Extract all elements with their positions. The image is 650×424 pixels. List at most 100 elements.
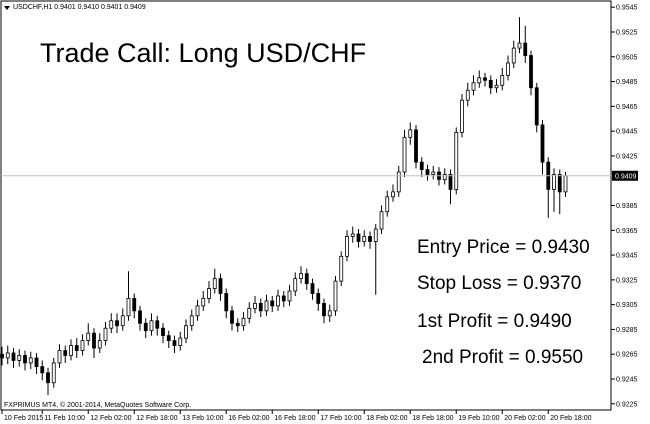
x-tick-label: 16 Feb 02:00 xyxy=(228,415,269,422)
candle-body xyxy=(46,372,50,384)
candle-body xyxy=(448,174,453,190)
x-tick-label: 18 Feb 02:00 xyxy=(366,415,407,422)
candle-body xyxy=(270,300,275,307)
annotation: Entry Price = 0.9430 xyxy=(417,237,590,258)
candle-body xyxy=(362,236,367,242)
candle-body xyxy=(517,42,522,49)
annotation: Stop Loss = 0.9370 xyxy=(417,273,581,294)
candle-body xyxy=(80,340,85,351)
candle-body xyxy=(109,320,114,329)
candle-body xyxy=(63,350,68,356)
candle-body xyxy=(172,340,177,346)
candle-body xyxy=(310,283,315,294)
candle-body xyxy=(327,310,332,317)
candle-body xyxy=(396,171,401,193)
candle-body xyxy=(264,300,269,312)
annotation: 2nd Profit = 0.9550 xyxy=(422,347,583,368)
candle-body xyxy=(465,89,470,101)
candle-body xyxy=(97,340,102,349)
candle-body xyxy=(201,298,206,307)
candle-body xyxy=(425,169,430,175)
candle-body xyxy=(0,353,4,359)
candle-body xyxy=(299,273,303,280)
last-price-label: 0.9409 xyxy=(615,173,637,180)
candle-body xyxy=(224,293,229,312)
candle-body xyxy=(356,233,361,242)
candle-body xyxy=(34,357,39,368)
candle-body xyxy=(523,42,528,56)
candle-body xyxy=(402,136,407,173)
y-tick-label: 0.9505 xyxy=(616,54,638,61)
candle-body xyxy=(218,278,223,294)
candle-body xyxy=(57,350,62,364)
candle-body xyxy=(563,175,568,193)
footer: FXPRIMUS MT4, © 2001-2014, MetaQuotes So… xyxy=(4,401,191,409)
candle-body xyxy=(212,278,217,289)
symbol-menu-arrow xyxy=(4,6,10,10)
candle-body xyxy=(11,352,16,361)
candle-body xyxy=(333,280,338,312)
x-tick-label: 19 Feb 10:00 xyxy=(458,415,499,422)
symbol-header: USDCHF,H1 0.9401 0.9410 0.9401 0.9409 xyxy=(13,4,146,11)
y-tick-label: 0.9465 xyxy=(616,104,638,111)
candle-body xyxy=(189,315,194,327)
candle-body xyxy=(161,327,165,337)
candle-body xyxy=(477,77,482,84)
candle-body xyxy=(155,320,160,329)
candle-body xyxy=(345,236,349,257)
candle-body xyxy=(247,307,252,319)
x-tick-label: 17 Feb 10:00 xyxy=(320,415,361,422)
candle-body xyxy=(373,228,378,242)
candle-body xyxy=(253,303,257,309)
candle-body xyxy=(540,124,545,163)
x-tick-label: 12 Feb 02:00 xyxy=(90,415,131,422)
candle-body xyxy=(408,129,413,138)
candle-body xyxy=(494,84,499,89)
candle-body xyxy=(350,233,355,237)
candle-body xyxy=(419,161,424,170)
candle-body xyxy=(74,345,79,351)
last-price-box xyxy=(612,170,638,181)
y-tick-label: 0.9545 xyxy=(616,5,638,12)
candle-body xyxy=(17,355,22,361)
y-tick-label: 0.9485 xyxy=(616,79,638,86)
candle-body xyxy=(5,352,10,359)
candle-body xyxy=(115,320,119,327)
candle-body xyxy=(552,174,556,190)
candle-body xyxy=(126,298,131,317)
candle-body xyxy=(69,345,73,356)
candle-body xyxy=(276,295,280,307)
x-tick-label: 16 Feb 18:00 xyxy=(274,415,315,422)
candle-body xyxy=(195,305,200,317)
candle-body xyxy=(149,320,154,332)
x-tick-label: 12 Feb 18:00 xyxy=(136,415,177,422)
candle-body xyxy=(483,77,487,81)
y-tick-label: 0.9425 xyxy=(616,153,638,160)
y-tick-label: 0.9245 xyxy=(616,377,638,384)
candle-body xyxy=(143,322,148,332)
y-tick-label: 0.9365 xyxy=(616,228,638,235)
candle-body xyxy=(488,79,493,89)
x-tick-label: 10 Feb 2015 xyxy=(4,415,43,422)
y-tick-label: 0.9225 xyxy=(616,401,638,408)
candle-body xyxy=(293,278,298,292)
y-tick-label: 0.9445 xyxy=(616,129,638,136)
y-tick-label: 0.9285 xyxy=(616,327,638,334)
x-tick-label: 13 Feb 10:00 xyxy=(182,415,223,422)
x-tick-label: 18 Feb 18:00 xyxy=(412,415,453,422)
candle-body xyxy=(431,171,436,175)
chart-title: Trade Call: Long USD/CHF xyxy=(40,38,366,68)
candle-body xyxy=(287,290,292,302)
candle-body xyxy=(500,74,505,86)
candle-body xyxy=(28,357,33,364)
candle-body xyxy=(471,82,476,91)
candle-body xyxy=(281,295,286,302)
candle-body xyxy=(40,366,45,374)
candle-body xyxy=(379,211,384,230)
candle-body xyxy=(132,298,137,312)
candle-body xyxy=(454,131,459,190)
candle-body xyxy=(103,327,108,341)
candle-body xyxy=(241,317,246,327)
